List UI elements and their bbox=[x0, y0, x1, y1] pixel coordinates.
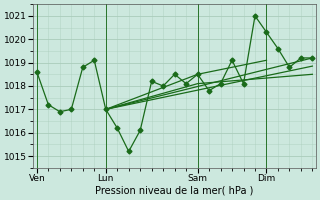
X-axis label: Pression niveau de la mer( hPa ): Pression niveau de la mer( hPa ) bbox=[95, 186, 254, 196]
